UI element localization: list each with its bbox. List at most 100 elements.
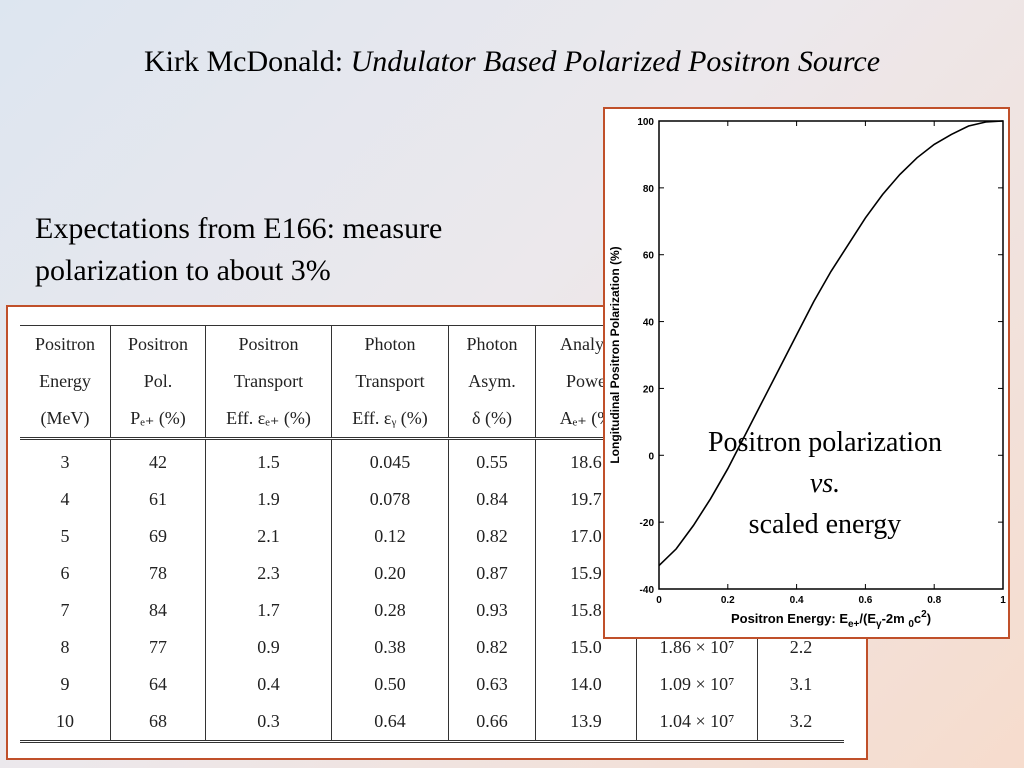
header-cell: (MeV) [20, 400, 111, 440]
title-topic: Undulator Based Polarized Positron Sourc… [350, 45, 881, 78]
y-tick-label: -20 [640, 518, 655, 529]
header-cell: Energy [39, 371, 91, 391]
x-tick-label: 0.6 [858, 595, 872, 606]
table-cell: 2.3 [205, 555, 332, 592]
xlabel-sup: 2 [921, 609, 927, 620]
subtitle-line-2: polarization to about 3% [35, 254, 331, 287]
table-cell: 1.5 [205, 438, 332, 481]
table-cell: 61 [110, 481, 206, 518]
table-cell: 0.63 [448, 666, 536, 703]
table-cell: 6 [60, 563, 70, 583]
xlabel-part: -2m [882, 611, 909, 626]
x-tick-label: 0.2 [721, 595, 735, 606]
table-cell: 4 [60, 489, 70, 509]
table-cell: 0.55 [448, 438, 536, 481]
y-tick-label: 40 [643, 318, 655, 329]
table-cell: 1.04 × 10⁷ [636, 703, 758, 743]
table-cell: 0.82 [448, 629, 536, 666]
table-cell: 1.9 [205, 481, 332, 518]
table-cell: 7 [60, 600, 70, 620]
table-cell: 0.3 [205, 703, 332, 743]
table-cell: 0.66 [448, 703, 536, 743]
plot-frame [658, 120, 1004, 590]
slide-title: Kirk McDonald: Undulator Based Polarized… [0, 45, 1024, 79]
xlabel-sub: γ [876, 619, 882, 630]
table-cell: 5 [60, 526, 70, 546]
table-cell: 77 [110, 629, 206, 666]
table-cell: 0.045 [331, 438, 449, 481]
xlabel-part: ) [927, 611, 931, 626]
header-cell: Transport [205, 363, 332, 400]
table-cell: 0.50 [331, 666, 449, 703]
table-row: 5 69 2.1 0.12 0.82 17.0 [20, 518, 844, 555]
table-cell: 0.84 [448, 481, 536, 518]
header-cell: Positron [20, 325, 111, 363]
table-cell: 0.4 [205, 666, 332, 703]
header-cell: Pₑ₊ (%) [110, 400, 206, 440]
table-cell: 9 [60, 674, 70, 694]
chart-caption: Positron polarization vs. scaled energy [665, 422, 985, 545]
y-tick-label: 80 [643, 184, 655, 195]
table-row: 10 68 0.3 0.64 0.66 13.9 1.04 × 10⁷ 3.2 [20, 703, 844, 743]
header-cell: Pol. [110, 363, 206, 400]
subtitle-line-1: Expectations from E166: measure [35, 212, 443, 245]
title-author: Kirk McDonald: [143, 45, 351, 78]
table-cell: 1.7 [205, 592, 332, 629]
table-cell: 3.1 [757, 666, 844, 703]
axis-ticks: -40 -20 0 20 40 60 80 100 0 0.2 0.4 0.6 0.8 1 [637, 117, 1006, 606]
table-cell: 2.1 [205, 518, 332, 555]
y-tick-label: 20 [643, 384, 655, 395]
table-cell: 1.09 × 10⁷ [636, 666, 758, 703]
y-tick-label: 60 [643, 251, 655, 262]
table-cell: 0.9 [205, 629, 332, 666]
x-tick-label: 0.4 [790, 595, 804, 606]
xlabel-part: Positron Energy: E [731, 611, 848, 626]
header-cell: Positron [205, 325, 332, 363]
table-cell: 0.38 [331, 629, 449, 666]
chart-panel: -40 -20 0 20 40 60 80 100 0 0.2 0.4 0.6 0.8 1 Longitu… [603, 107, 1010, 639]
header-cell: Transport [331, 363, 449, 400]
header-cell: δ (%) [448, 400, 536, 440]
xlabel-sub: e+ [848, 619, 860, 630]
table-cell: 84 [110, 592, 206, 629]
table-cell: 0.64 [331, 703, 449, 743]
slide-subtitle: Expectations from E166: measure polariza… [35, 208, 555, 292]
y-tick-label: 100 [637, 117, 654, 128]
header-cell: Positron [110, 325, 206, 363]
table-cell: 0.20 [331, 555, 449, 592]
header-cell: Eff. εᵧ (%) [331, 400, 449, 440]
xlabel-part: /(E [859, 611, 876, 626]
table-cell: 0.28 [331, 592, 449, 629]
table-cell: 14.0 [535, 666, 637, 703]
table-cell: 68 [110, 703, 206, 743]
caption-line-2: vs. [809, 468, 841, 499]
y-axis-label: Longitudinal Positron Polarization (%) [608, 246, 622, 463]
table-cell: 78 [110, 555, 206, 592]
x-tick-label: 0.8 [927, 595, 941, 606]
table-cell: 0.87 [448, 555, 536, 592]
table-cell: 69 [110, 518, 206, 555]
x-axis-label: Positron Energy: Ee+/(Eγ-2m 0c2) [731, 609, 931, 630]
x-tick-label: 1 [1000, 595, 1006, 606]
header-cell: Asym. [448, 363, 536, 400]
caption-line-3: scaled energy [748, 509, 902, 540]
xlabel-sub: 0 [908, 619, 914, 630]
caption-line-1: Positron polarization [707, 427, 943, 458]
table-cell: 3 [60, 452, 70, 472]
table-cell: 0.078 [331, 481, 449, 518]
table-row: 9 64 0.4 0.50 0.63 14.0 1.09 × 10⁷ 3.1 [20, 666, 844, 703]
header-cell: Photon [448, 325, 536, 363]
table-cell: 42 [110, 438, 206, 481]
header-cell: Photon [331, 325, 449, 363]
xlabel-part: c [914, 611, 921, 626]
table-cell: 64 [110, 666, 206, 703]
table-cell: 8 [60, 637, 70, 657]
table-cell: 13.9 [535, 703, 637, 743]
table-row: 8 77 0.9 0.38 0.82 15.0 1.86 × 10⁷ 2.2 [20, 629, 844, 666]
table-cell: 0.82 [448, 518, 536, 555]
x-tick-label: 0 [656, 595, 662, 606]
table-cell: 3.2 [757, 703, 844, 743]
table-cell: 0.12 [331, 518, 449, 555]
table-cell: 10 [20, 703, 111, 743]
